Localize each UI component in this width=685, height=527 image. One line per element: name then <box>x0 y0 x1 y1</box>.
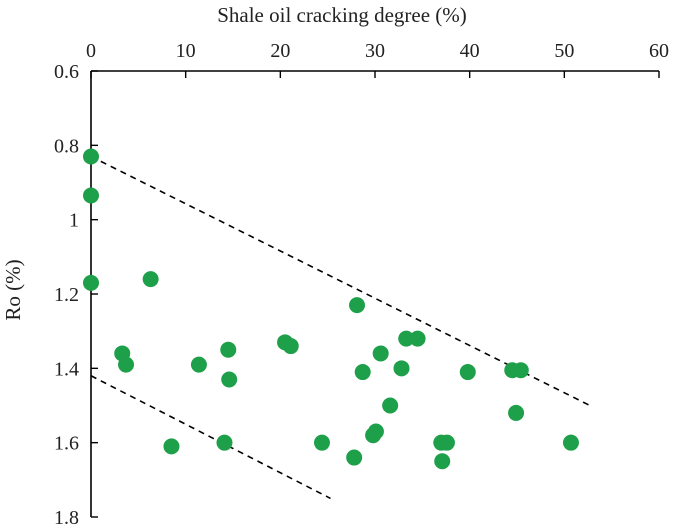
x-tick-label: 40 <box>460 40 480 62</box>
data-point <box>382 397 399 414</box>
data-point <box>346 449 363 466</box>
trend-lines <box>90 155 591 500</box>
data-point <box>562 434 579 451</box>
data-point <box>349 297 366 314</box>
data-point <box>434 453 451 470</box>
x-tick-label: 0 <box>86 40 96 62</box>
y-tick-label: 1.8 <box>54 507 79 527</box>
y-tick-label: 1.4 <box>54 358 79 380</box>
y-tick-label: 0.6 <box>54 61 79 83</box>
data-point <box>83 187 99 204</box>
x-tick-label: 60 <box>649 40 669 62</box>
trend-line <box>90 155 591 407</box>
data-point <box>282 338 299 355</box>
data-point <box>409 330 426 347</box>
data-point <box>83 274 99 291</box>
data-point <box>372 345 389 362</box>
y-tick-label: 1.6 <box>54 433 79 455</box>
data-point <box>216 434 233 451</box>
data-point <box>313 434 330 451</box>
data-point <box>438 434 455 451</box>
x-tick-label: 50 <box>554 40 574 62</box>
x-tick-label: 10 <box>176 40 196 62</box>
data-point <box>354 364 371 381</box>
data-point <box>398 330 415 347</box>
data-point <box>367 423 384 440</box>
y-axis-title: Ro (%) <box>1 259 25 320</box>
data-point <box>459 364 476 381</box>
data-point <box>393 360 410 377</box>
x-axis-title: Shale oil cracking degree (%) <box>217 3 467 27</box>
data-point <box>83 148 99 165</box>
y-tick-label: 1 <box>69 210 79 232</box>
x-tick-label: 20 <box>270 40 290 62</box>
x-tick-label: 30 <box>365 40 385 62</box>
data-points <box>83 148 579 470</box>
data-point <box>220 341 237 358</box>
y-tick-label: 1.2 <box>54 284 79 306</box>
data-point <box>512 362 529 379</box>
y-tick-label: 0.8 <box>54 135 79 157</box>
data-point <box>221 371 238 388</box>
trend-line <box>90 375 331 500</box>
data-point <box>163 438 180 455</box>
data-point <box>190 356 207 373</box>
axes: 0 10 20 30 40 50 60 0.6 0.8 1 1.2 1.4 1.6 1.8 <box>54 40 669 527</box>
data-point <box>142 271 159 288</box>
data-point <box>508 404 525 421</box>
data-point <box>118 356 135 373</box>
